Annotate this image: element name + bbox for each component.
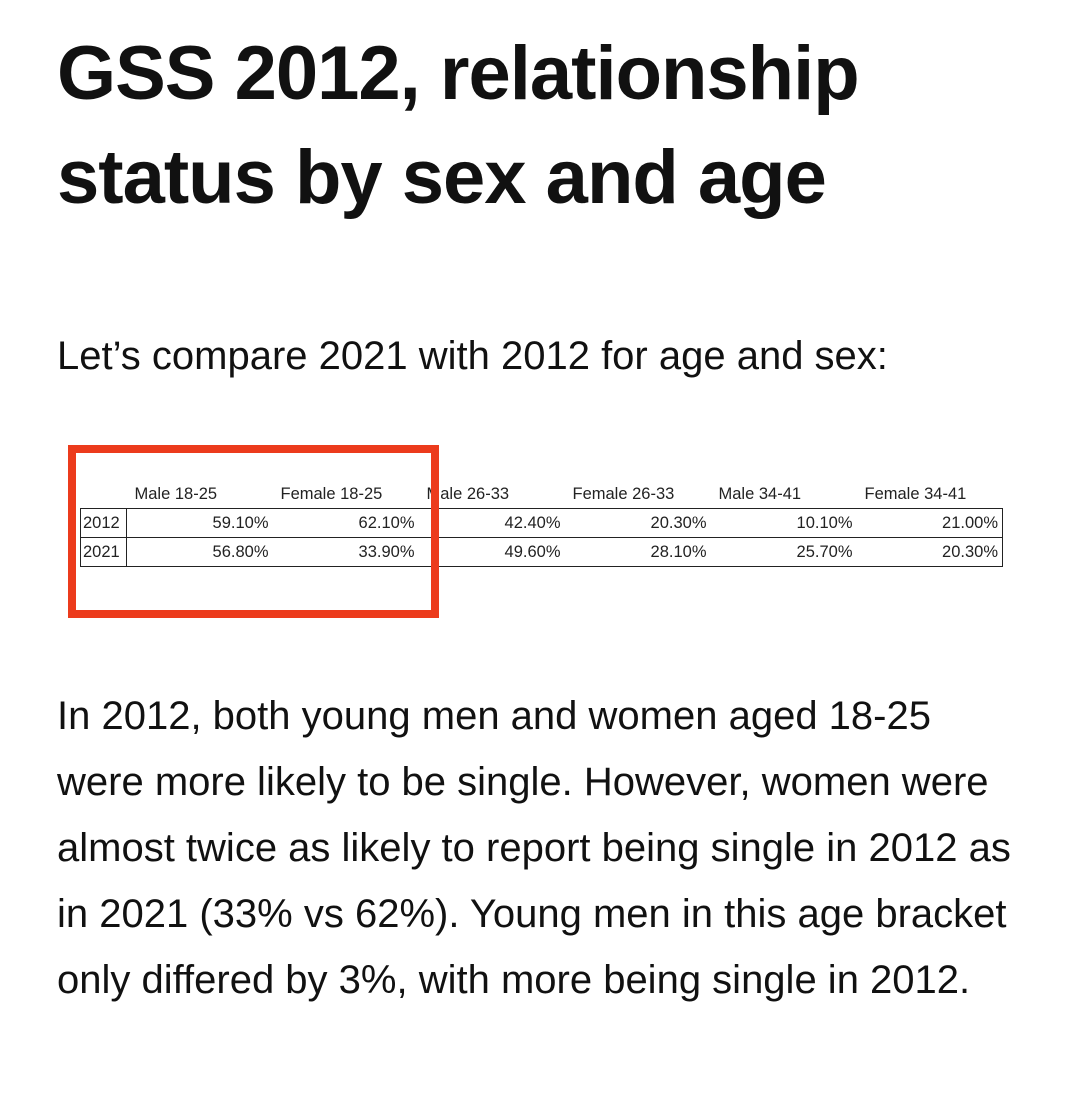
table-cell: 25.70% [710,537,857,567]
table-cell: 33.90% [272,537,419,567]
highlight-box [68,445,439,618]
intro: Let’s compare 2021 with 2012 for age and… [57,334,888,378]
header-row: Male 18-25 Female 18-25 Male 26-33 Female 2… [81,480,1003,509]
table-cell: 28.10% [564,537,711,567]
column-header: Male 26-33 [426,484,510,503]
column-header: Female 18-25 [280,484,383,503]
column-header: Female 26-33 [572,484,675,503]
table-cell: 21.00% [856,508,1003,538]
table-row: 2021 56.80% 33.90% 49.60% 28.10% 25.70% 20.30% [80,537,1003,567]
body-text: In 2012, both young men and women aged 1… [57,694,1011,1002]
column-header: Male 18-25 [134,484,218,503]
row-label: 2012 [80,508,127,538]
table-cell: 20.30% [564,508,711,538]
row-label: 2021 [80,537,127,567]
title: GSS 2012, relationship status by sex and… [57,31,860,220]
table-cell: 42.40% [418,508,565,538]
table-cell: 10.10% [710,508,857,538]
table-cell: 49.60% [418,537,565,567]
table-cell: 20.30% [856,537,1003,567]
data-table: Male 18-25 Female 18-25 Male 26-33 Female 2… [80,480,1003,567]
table-cell: 56.80% [126,537,273,567]
column-header: Female 34-41 [864,484,967,503]
column-header: Male 34-41 [718,484,802,503]
